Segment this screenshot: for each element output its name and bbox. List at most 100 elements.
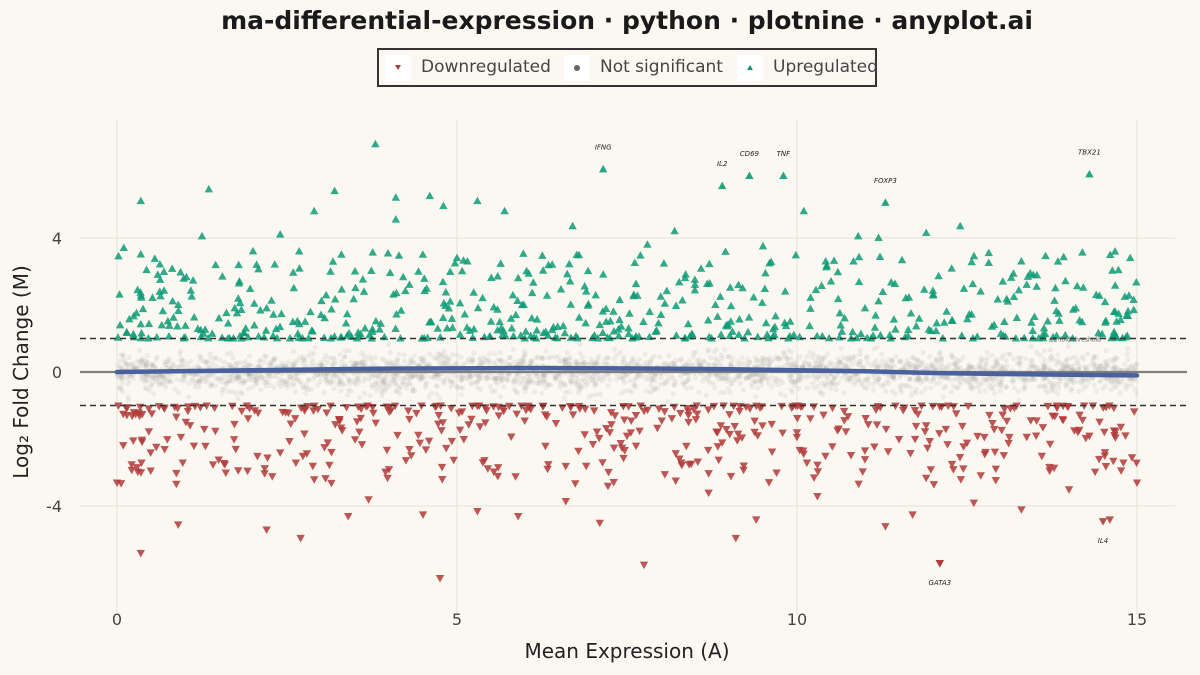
down-point xyxy=(609,444,619,453)
ns-point xyxy=(1042,387,1048,393)
ns-point xyxy=(262,353,268,359)
ns-point xyxy=(843,356,850,362)
ns-point xyxy=(479,375,485,381)
up-point xyxy=(252,260,261,268)
up-point xyxy=(868,331,878,339)
ns-point xyxy=(774,354,780,360)
ns-point xyxy=(819,359,825,366)
down-point xyxy=(310,476,319,484)
up-point xyxy=(438,313,448,321)
ns-point xyxy=(556,358,562,364)
ns-point xyxy=(126,362,132,368)
ns-point xyxy=(703,392,709,398)
gene-label: IFNG xyxy=(595,143,612,151)
down-point xyxy=(327,479,336,488)
ns-point xyxy=(955,359,961,365)
down-point xyxy=(605,429,614,437)
ns-point xyxy=(818,373,825,379)
down-point xyxy=(898,407,908,415)
ns-point xyxy=(813,361,819,367)
ns-point xyxy=(1129,363,1135,369)
ns-point xyxy=(1097,377,1103,383)
down-point xyxy=(767,448,777,457)
ns-point xyxy=(897,383,903,390)
ns-point xyxy=(372,373,379,379)
ns-point xyxy=(811,385,817,391)
up-point xyxy=(998,277,1007,285)
ns-point xyxy=(678,356,685,362)
up-point xyxy=(157,320,166,329)
ns-point xyxy=(804,374,810,380)
up-point xyxy=(142,265,151,274)
ns-point xyxy=(350,378,356,384)
ns-point xyxy=(167,379,173,385)
ns-point xyxy=(1112,357,1118,363)
gene-label: CD69 xyxy=(740,150,760,158)
up-point xyxy=(414,267,423,275)
ns-point xyxy=(975,363,982,369)
up-point xyxy=(538,251,547,259)
ns-point xyxy=(441,376,447,382)
ns-point xyxy=(1113,384,1119,390)
ns-point xyxy=(520,359,526,365)
ns-point xyxy=(284,377,290,383)
ns-point xyxy=(543,372,549,378)
ns-point xyxy=(901,362,907,368)
down-point xyxy=(230,420,239,429)
ns-point xyxy=(585,361,591,367)
ns-point xyxy=(235,395,241,401)
ns-point xyxy=(829,380,835,386)
up-point xyxy=(615,295,624,304)
up-point xyxy=(234,260,243,269)
ns-point xyxy=(960,354,966,360)
down-point xyxy=(778,429,787,438)
ns-point xyxy=(671,381,677,388)
ns-point xyxy=(904,357,910,363)
ns-point xyxy=(492,376,498,382)
ns-point xyxy=(235,373,241,379)
ns-point xyxy=(552,354,558,360)
down-point xyxy=(262,526,271,534)
up-point xyxy=(878,287,888,296)
ns-point xyxy=(124,362,130,368)
ns-point xyxy=(1053,361,1059,367)
ns-point xyxy=(309,360,315,366)
up-point xyxy=(256,306,265,314)
ns-point xyxy=(118,364,125,370)
ns-point xyxy=(820,364,826,370)
ns-point xyxy=(880,363,886,369)
up-point xyxy=(529,278,538,286)
up-point xyxy=(159,267,169,276)
ns-point xyxy=(397,386,403,392)
ns-point xyxy=(578,378,585,384)
ns-point xyxy=(437,360,443,367)
ns-point xyxy=(652,386,658,392)
ns-point xyxy=(319,362,325,368)
down-point xyxy=(870,443,879,452)
ns-point xyxy=(219,387,225,393)
ns-point xyxy=(336,374,342,380)
down-points xyxy=(112,402,1142,583)
ns-point xyxy=(861,385,867,391)
ns-point xyxy=(891,373,897,379)
ns-point xyxy=(284,384,290,391)
up-point xyxy=(267,296,276,304)
ns-point xyxy=(1028,343,1034,349)
down-point xyxy=(185,422,195,430)
ns-point xyxy=(362,375,368,381)
ns-point xyxy=(1057,378,1063,384)
ns-point xyxy=(1009,377,1015,383)
up-point xyxy=(1009,269,1018,277)
ns-point xyxy=(413,362,420,368)
up-point xyxy=(984,248,993,257)
ns-point xyxy=(923,362,929,368)
ns-point xyxy=(314,382,321,388)
ns-point xyxy=(486,351,493,357)
down-point xyxy=(172,413,181,422)
ns-point xyxy=(1069,379,1075,385)
gene-label: GATA3 xyxy=(929,579,952,587)
ns-point xyxy=(746,373,752,380)
ns-point xyxy=(459,385,466,391)
up-point xyxy=(556,284,566,293)
down-point xyxy=(935,559,944,568)
